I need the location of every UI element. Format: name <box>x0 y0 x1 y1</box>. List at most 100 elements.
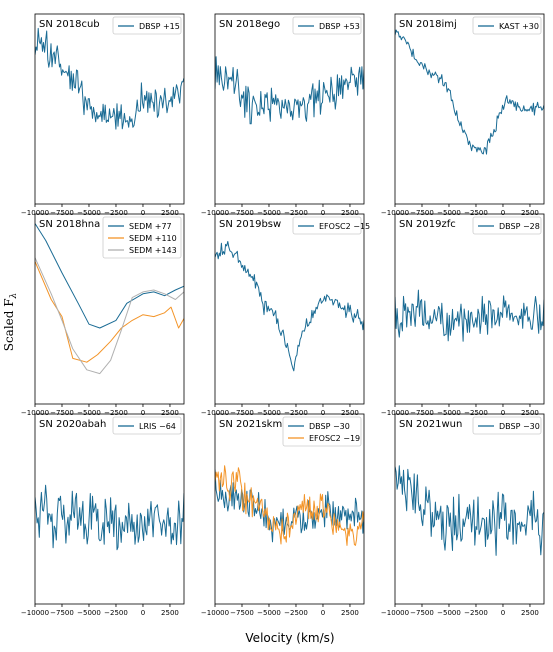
panel-frame-2 <box>394 13 545 205</box>
panel-7: −10000 −7500 −5000 −2500 0 2500 SN 2021skm DBSP… <box>201 413 365 617</box>
x-tick-label-5-4: 0 <box>501 409 505 417</box>
x-tick-label-0-3: −2500 <box>104 209 128 217</box>
x-tick-label-8-5: 2500 <box>521 609 539 617</box>
x-tick-label-6-5: 2500 <box>161 609 179 617</box>
legend-label-7-0: DBSP −30 <box>309 422 350 431</box>
x-tick-label-7-4: 0 <box>321 609 325 617</box>
x-tick-label-0-1: −7500 <box>50 209 74 217</box>
legend-box-3 <box>102 216 182 259</box>
panel-0: −10000 −7500 −5000 −2500 0 2500 SN 2018cub DBSP… <box>21 13 185 217</box>
panel-frame-3 <box>34 213 185 405</box>
panel-4: −10000 −7500 −5000 −2500 0 2500 SN 2019bsw EFOS… <box>201 213 370 417</box>
legend-label-7-1: EFOSC2 −19 <box>309 434 360 443</box>
panel-title-5: SN 2019zfc <box>399 219 456 230</box>
panel-title-4: SN 2019bsw <box>219 219 281 230</box>
panel-frame-6 <box>34 413 185 605</box>
legend-label-1-0: DBSP +53 <box>319 22 360 31</box>
x-tick-label-4-4: 0 <box>321 409 325 417</box>
legend-box-0 <box>112 16 182 35</box>
series-line-1-0 <box>215 56 364 125</box>
x-tick-label-3-2: −5000 <box>77 409 101 417</box>
panel-title-6: SN 2020abah <box>39 419 106 430</box>
x-tick-label-5-5: 2500 <box>521 409 539 417</box>
x-tick-label-2-3: −2500 <box>464 209 488 217</box>
x-tick-label-8-1: −7500 <box>410 609 434 617</box>
legend-box-8 <box>472 416 542 435</box>
x-tick-label-0-5: 2500 <box>161 209 179 217</box>
panel-frame-0 <box>34 13 185 205</box>
figure-xlabel: Velocity (km/s) <box>245 631 334 645</box>
x-tick-label-6-2: −5000 <box>77 609 101 617</box>
x-tick-label-2-4: 0 <box>501 209 505 217</box>
panel-3: −10000 −7500 −5000 −2500 0 2500 SN 2018hna SEDM… <box>21 213 185 417</box>
panel-title-1: SN 2018ego <box>219 19 280 30</box>
x-tick-label-2-0: −10000 <box>381 209 409 217</box>
x-tick-label-3-4: 0 <box>141 409 145 417</box>
legend-label-8-0: DBSP −30 <box>499 422 540 431</box>
x-tick-label-1-3: −2500 <box>284 209 308 217</box>
panel-title-3: SN 2018hna <box>39 219 100 230</box>
panel-frame-1 <box>214 13 365 205</box>
x-tick-label-5-0: −10000 <box>381 409 409 417</box>
panel-title-0: SN 2018cub <box>39 19 100 30</box>
x-tick-label-6-4: 0 <box>141 609 145 617</box>
legend-label-2-0: KAST +30 <box>499 22 539 31</box>
x-tick-label-8-3: −2500 <box>464 609 488 617</box>
legend-label-3-0: SEDM +77 <box>129 222 172 231</box>
x-tick-label-1-4: 0 <box>321 209 325 217</box>
x-tick-label-8-0: −10000 <box>381 609 409 617</box>
x-tick-label-5-2: −5000 <box>437 409 461 417</box>
figure-ylabel: Scaled Fλ <box>2 293 19 352</box>
x-tick-label-6-1: −7500 <box>50 609 74 617</box>
panel-1: −10000 −7500 −5000 −2500 0 2500 SN 2018ego DBSP… <box>201 13 365 217</box>
x-tick-label-3-0: −10000 <box>21 409 49 417</box>
x-tick-label-2-5: 2500 <box>521 209 539 217</box>
x-tick-label-1-1: −7500 <box>230 209 254 217</box>
legend-label-5-0: DBSP −28 <box>499 222 540 231</box>
series-line-7-1 <box>215 465 364 546</box>
series-line-3-0 <box>35 223 184 329</box>
series-line-3-1 <box>35 261 184 363</box>
legend-label-3-2: SEDM +143 <box>129 246 177 255</box>
legend-box-6 <box>112 416 182 435</box>
x-tick-label-7-5: 2500 <box>341 609 359 617</box>
legend-box-4 <box>292 216 362 235</box>
legend-box-1 <box>292 16 362 35</box>
series-line-8-0 <box>395 465 544 556</box>
panel-frame-5 <box>394 213 545 405</box>
legend-label-6-0: LRIS −64 <box>139 422 176 431</box>
panel-title-8: SN 2021wun <box>399 419 462 430</box>
panel-6: −10000 −7500 −5000 −2500 0 2500 SN 2020abah LRI… <box>21 413 185 617</box>
x-tick-label-0-2: −5000 <box>77 209 101 217</box>
legend-box-5 <box>472 216 542 235</box>
x-tick-label-2-2: −5000 <box>437 209 461 217</box>
series-line-3-2 <box>35 257 184 375</box>
x-tick-label-6-0: −10000 <box>21 609 49 617</box>
x-tick-label-4-2: −5000 <box>257 409 281 417</box>
panel-2: −10000 −7500 −5000 −2500 0 2500 SN 2018imj KAST… <box>381 13 545 217</box>
panel-title-7: SN 2021skm <box>219 419 282 430</box>
x-tick-label-1-5: 2500 <box>341 209 359 217</box>
series-line-5-0 <box>395 289 544 342</box>
x-tick-label-5-3: −2500 <box>464 409 488 417</box>
x-tick-label-7-2: −5000 <box>257 609 281 617</box>
panel-frame-7 <box>214 413 365 605</box>
series-line-6-0 <box>35 484 184 551</box>
x-tick-label-0-4: 0 <box>141 209 145 217</box>
x-tick-label-7-0: −10000 <box>201 609 229 617</box>
x-tick-label-3-3: −2500 <box>104 409 128 417</box>
panel-5: −10000 −7500 −5000 −2500 0 2500 SN 2019zfc DBSP… <box>381 213 545 417</box>
x-tick-label-8-2: −5000 <box>437 609 461 617</box>
x-tick-label-3-1: −7500 <box>50 409 74 417</box>
panel-title-2: SN 2018imj <box>399 19 457 30</box>
x-tick-label-8-4: 0 <box>501 609 505 617</box>
legend-label-3-1: SEDM +110 <box>129 234 177 243</box>
x-tick-label-4-0: −10000 <box>201 409 229 417</box>
x-tick-label-7-1: −7500 <box>230 609 254 617</box>
legend-label-4-0: EFOSC2 −15 <box>319 222 370 231</box>
x-tick-label-4-3: −2500 <box>284 409 308 417</box>
x-tick-label-6-3: −2500 <box>104 609 128 617</box>
legend-box-7 <box>282 416 362 447</box>
